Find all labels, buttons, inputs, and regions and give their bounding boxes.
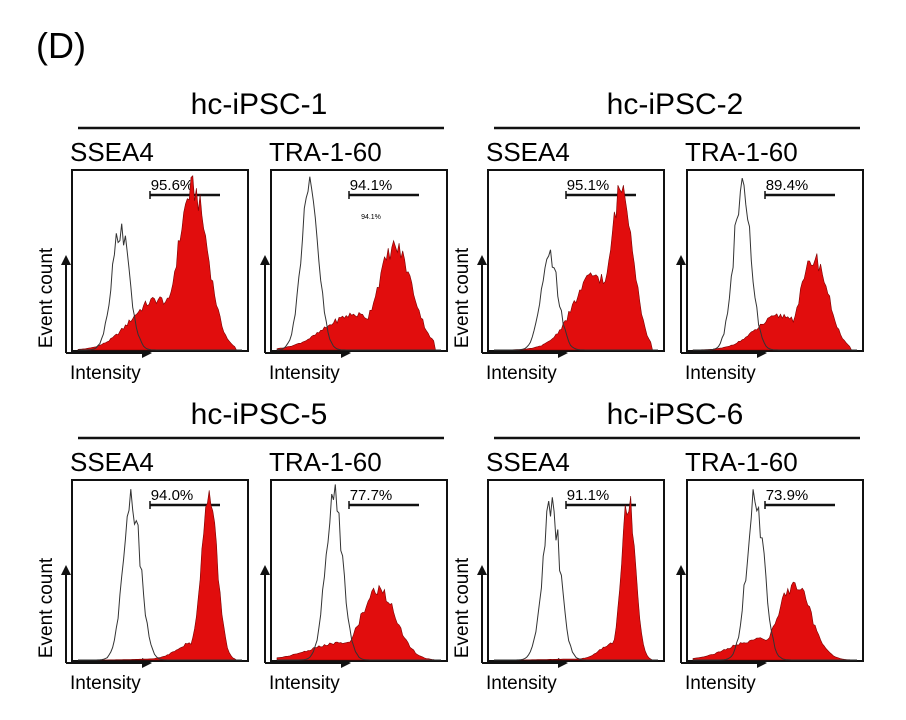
marker-label: TRA-1-60	[685, 137, 798, 167]
gate-percent-label: 95.1%	[567, 177, 610, 194]
group-title: hc-iPSC-6	[607, 398, 744, 431]
x-axis-arrowhead	[341, 658, 351, 668]
marker-label: TRA-1-60	[269, 137, 382, 167]
y-axis-title: Event count	[36, 557, 57, 658]
control-histogram	[693, 177, 857, 351]
y-axis-title: Event count	[452, 247, 473, 348]
plot-frame	[270, 169, 448, 352]
gate-percent-label: 77.7%	[350, 487, 393, 504]
stained-histogram	[77, 175, 242, 351]
group-title: hc-iPSC-2	[607, 88, 744, 121]
y-axis-title: Event count	[36, 247, 57, 348]
x-axis-arrowhead	[757, 658, 767, 668]
plot-frame	[270, 479, 448, 662]
plot-frame	[487, 479, 665, 662]
y-axis-arrowhead	[260, 565, 270, 575]
gate-percent-label: 73.9%	[766, 487, 809, 504]
x-axis-title: Intensity	[685, 673, 756, 694]
y-axis-arrowhead	[260, 255, 270, 265]
gate-percent-label: 89.4%	[766, 177, 809, 194]
stained-histogram	[78, 490, 242, 661]
y-axis-arrowhead	[676, 565, 686, 575]
control-histogram	[78, 223, 242, 351]
x-axis-arrowhead	[142, 658, 152, 668]
x-axis-arrowhead	[558, 348, 568, 358]
x-axis-title: Intensity	[70, 363, 141, 384]
stained-histogram	[692, 581, 857, 661]
control-histogram	[277, 484, 441, 661]
gate-percent-label: 94.0%	[151, 487, 194, 504]
histogram-group: hc-iPSC-2 SSEA4 Intensity Event count 95.1% T…	[452, 88, 864, 384]
stained-histogram	[276, 239, 441, 351]
gate-percent-label: 94.1%	[350, 177, 393, 194]
gate-percent-label: 95.6%	[151, 177, 194, 194]
stained-histogram	[494, 495, 658, 661]
control-histogram	[78, 489, 242, 661]
marker-label: TRA-1-60	[685, 447, 798, 477]
marker-label: SSEA4	[486, 137, 570, 167]
plot-frame	[686, 479, 864, 662]
gate-percent-label: 91.1%	[567, 487, 610, 504]
plot-frame	[71, 479, 249, 662]
histogram-group: hc-iPSC-6 SSEA4 Intensity Event count 91.1% T…	[452, 398, 864, 694]
control-histogram	[494, 249, 658, 351]
x-axis-arrowhead	[142, 348, 152, 358]
stained-histogram	[494, 185, 658, 351]
y-axis-arrowhead	[477, 255, 487, 265]
y-axis-arrowhead	[61, 565, 71, 575]
y-axis-arrowhead	[61, 255, 71, 265]
x-axis-title: Intensity	[685, 363, 756, 384]
x-axis-arrowhead	[341, 348, 351, 358]
control-histogram	[494, 497, 658, 661]
y-axis-arrowhead	[477, 565, 487, 575]
marker-label: SSEA4	[70, 137, 154, 167]
y-axis-title: Event count	[452, 557, 473, 658]
marker-label: TRA-1-60	[269, 447, 382, 477]
histogram-group: hc-iPSC-5 SSEA4 Intensity Event count 94.0% T…	[36, 398, 448, 694]
inner-note: 94.1%	[361, 214, 381, 221]
group-title: hc-iPSC-5	[191, 398, 328, 431]
panel-label: (D)	[36, 25, 86, 66]
x-axis-title: Intensity	[486, 673, 557, 694]
plot-frame	[487, 169, 665, 352]
x-axis-title: Intensity	[70, 673, 141, 694]
stained-histogram	[692, 253, 857, 351]
histogram-group: hc-iPSC-1 SSEA4 Intensity Event count 95.6% T…	[36, 88, 448, 384]
group-title: hc-iPSC-1	[191, 88, 328, 121]
plot-frame	[71, 169, 249, 352]
marker-label: SSEA4	[486, 447, 570, 477]
x-axis-title: Intensity	[269, 363, 340, 384]
x-axis-arrowhead	[757, 348, 767, 358]
y-axis-arrowhead	[676, 255, 686, 265]
control-histogram	[693, 489, 857, 661]
stained-histogram	[276, 584, 441, 661]
control-histogram	[276, 176, 441, 351]
x-axis-title: Intensity	[486, 363, 557, 384]
x-axis-arrowhead	[558, 658, 568, 668]
marker-label: SSEA4	[70, 447, 154, 477]
plot-frame	[686, 169, 864, 352]
x-axis-title: Intensity	[269, 673, 340, 694]
